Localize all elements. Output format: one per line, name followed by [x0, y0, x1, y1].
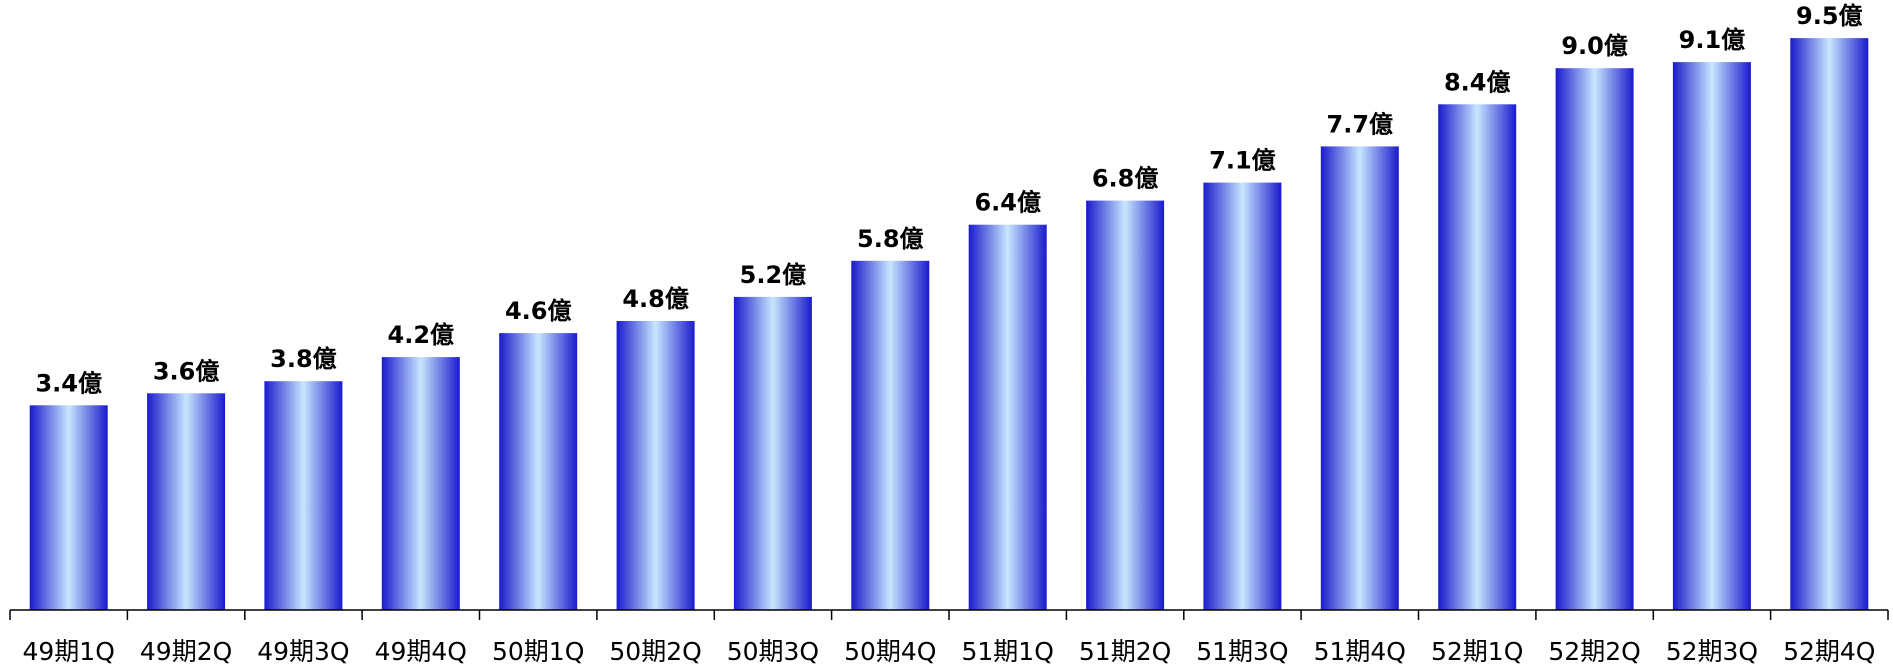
bar-52期2Q	[1555, 68, 1634, 610]
x-tick-label-51期2Q: 51期2Q	[1079, 637, 1171, 666]
x-tick-label-49期2Q: 49期2Q	[140, 637, 232, 666]
bar-52期1Q	[1438, 104, 1517, 611]
x-tick-label-52期2Q: 52期2Q	[1548, 637, 1640, 666]
data-label-51期4Q: 7.7億	[1327, 110, 1394, 138]
bars	[29, 38, 1869, 611]
bar-49期2Q	[147, 393, 226, 610]
data-label-50期3Q: 5.2億	[740, 261, 807, 289]
bar-49期3Q	[264, 381, 343, 610]
bar-52期3Q	[1672, 62, 1751, 611]
data-label-50期1Q: 4.6億	[505, 297, 572, 325]
bar-51期3Q	[1203, 182, 1282, 610]
bar-52期4Q	[1790, 38, 1869, 611]
data-label-50期2Q: 4.8億	[622, 285, 689, 313]
data-label-52期3Q: 9.1億	[1679, 26, 1746, 54]
x-tick-label-51期4Q: 51期4Q	[1314, 637, 1406, 666]
bar-50期4Q	[851, 260, 930, 610]
data-label-52期4Q: 9.5億	[1796, 2, 1863, 30]
data-label-52期1Q: 8.4億	[1444, 68, 1511, 96]
data-label-51期1Q: 6.4億	[974, 189, 1041, 217]
bar-49期4Q	[381, 357, 460, 610]
data-label-51期3Q: 7.1億	[1209, 147, 1276, 175]
x-tick-labels: 49期1Q 49期2Q 49期3Q 49期4Q 50期1Q 50期2Q 50期3Q 50期4Q…	[22, 637, 1875, 666]
bar-50期2Q	[616, 321, 695, 610]
bar-50期1Q	[499, 333, 578, 610]
x-tick-label-52期3Q: 52期3Q	[1666, 637, 1758, 666]
data-label-51期2Q: 6.8億	[1092, 165, 1159, 193]
bar-49期1Q	[29, 405, 108, 610]
x-tick-label-50期1Q: 50期1Q	[492, 637, 584, 666]
data-labels: 3.4億 3.6億 3.8億 4.2億 4.6億 4.8億 5.2億 5.8億 6.4億 6.8億…	[35, 2, 1862, 397]
bar-51期1Q	[968, 224, 1047, 610]
bar-50期3Q	[733, 296, 812, 610]
data-label-49期2Q: 3.6億	[153, 357, 220, 385]
x-tick-label-50期4Q: 50期4Q	[844, 637, 936, 666]
x-tick-label-49期1Q: 49期1Q	[22, 637, 114, 666]
x-tick-label-49期4Q: 49期4Q	[375, 637, 467, 666]
x-tick-label-52期1Q: 52期1Q	[1431, 637, 1523, 666]
x-tick-label-50期2Q: 50期2Q	[609, 637, 701, 666]
x-tick-label-50期3Q: 50期3Q	[727, 637, 819, 666]
x-tick-label-51期3Q: 51期3Q	[1196, 637, 1288, 666]
bar-51期2Q	[1086, 200, 1165, 610]
data-label-50期4Q: 5.8億	[857, 225, 924, 253]
x-axis	[9, 609, 1889, 620]
data-label-49期3Q: 3.8億	[270, 345, 337, 373]
x-tick-label-51期1Q: 51期1Q	[961, 637, 1053, 666]
data-label-52期2Q: 9.0億	[1561, 32, 1628, 60]
data-label-49期1Q: 3.4億	[35, 369, 102, 397]
data-label-49期4Q: 4.2億	[388, 321, 455, 349]
bar-51期4Q	[1320, 146, 1399, 610]
x-tick-label-52期4Q: 52期4Q	[1783, 637, 1875, 666]
x-tick-label-49期3Q: 49期3Q	[257, 637, 349, 666]
